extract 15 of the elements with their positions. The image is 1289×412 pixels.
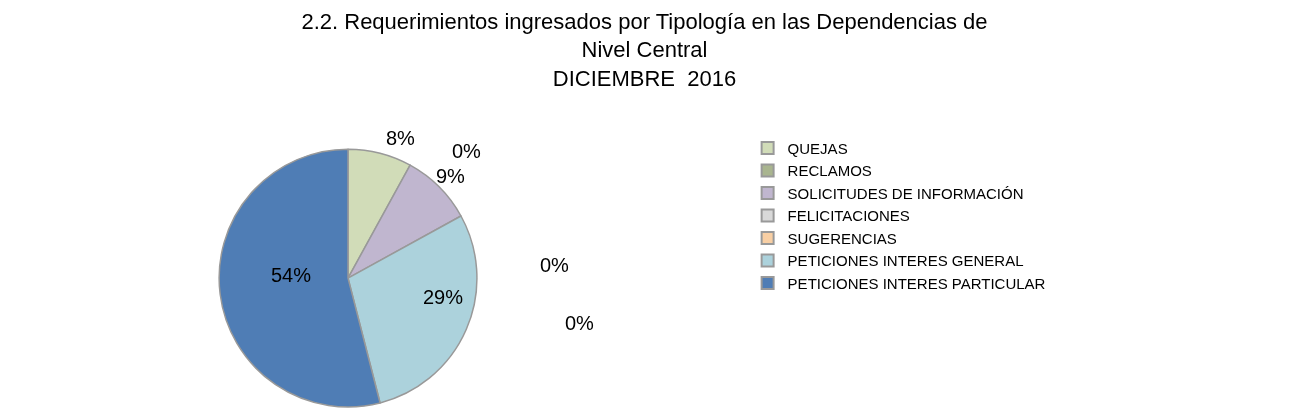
data-label: 54%	[271, 264, 312, 286]
data-label: 29%	[423, 286, 464, 308]
text: 0%	[540, 254, 569, 276]
text: 0%	[565, 312, 594, 334]
legend-label: SOLICITUDES DE INFORMACIÓN	[787, 184, 1024, 202]
legend-label: FELICITACIONES	[787, 207, 910, 225]
legend-label: PETICIONES INTERES GENERAL	[787, 252, 1024, 270]
data-label: 8%	[386, 127, 416, 149]
legend-label: PETICIONES INTERES PARTICULAR	[787, 274, 1046, 292]
chart-title: 2.2. Requerimientos ingresados por Tipología en las Dependencias de Nivel Central DICIEMBRE 2016	[301, 8, 988, 92]
legend-label: SUGERENCIAS	[787, 229, 897, 247]
legend-label: RECLAMOS	[787, 162, 872, 180]
text: 0%	[452, 140, 481, 162]
legend-label: QUEJAS	[787, 139, 848, 157]
data-label: 9%	[436, 165, 466, 187]
